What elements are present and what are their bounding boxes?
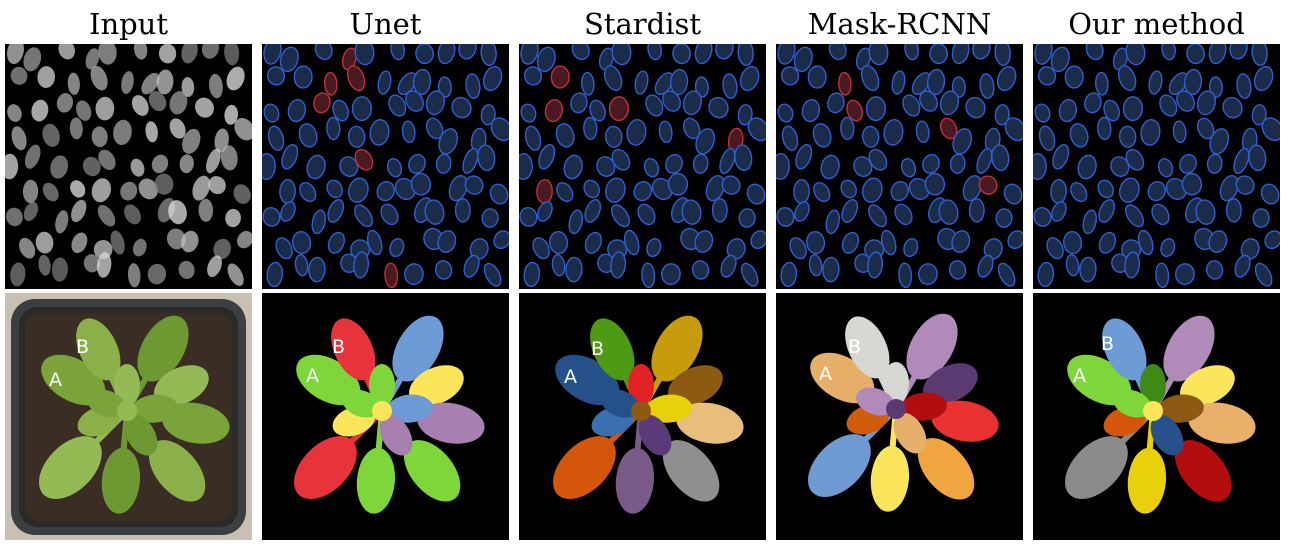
column-title-maskrcnn: Mask-RCNN [807, 7, 992, 41]
leaf-label-b: B [76, 336, 89, 358]
plant-ours-result: A B [1033, 293, 1280, 540]
plant-input-photo: A B [5, 293, 252, 540]
column-title-stardist: Stardist [583, 7, 702, 41]
leaf-label-b: B [848, 336, 861, 358]
column-title-input: Input [88, 7, 169, 41]
leaf-label-a: A [819, 363, 832, 385]
nuclei-stardist-result [519, 44, 766, 289]
leaf-label-b: B [1101, 333, 1114, 355]
leaf-label-a: A [564, 366, 577, 388]
column-title-unet: Unet [349, 7, 422, 41]
nuclei-input-image [5, 44, 252, 289]
leaf-label-a: A [49, 369, 62, 391]
nuclei-ours-result [1033, 44, 1280, 289]
plant-maskrcnn-result: A B [776, 293, 1023, 540]
nuclei-maskrcnn-result [776, 44, 1023, 289]
plant-stardist-result: A B [519, 293, 766, 540]
plant-unet-result: A B [262, 293, 509, 540]
leaf-label-b: B [332, 336, 345, 358]
leaf-label-b: B [591, 338, 604, 360]
leaf-label-a: A [1073, 365, 1086, 387]
nuclei-unet-result [262, 44, 509, 289]
column-title-ours: Our method [1068, 7, 1245, 41]
leaf-label-a: A [306, 365, 319, 387]
